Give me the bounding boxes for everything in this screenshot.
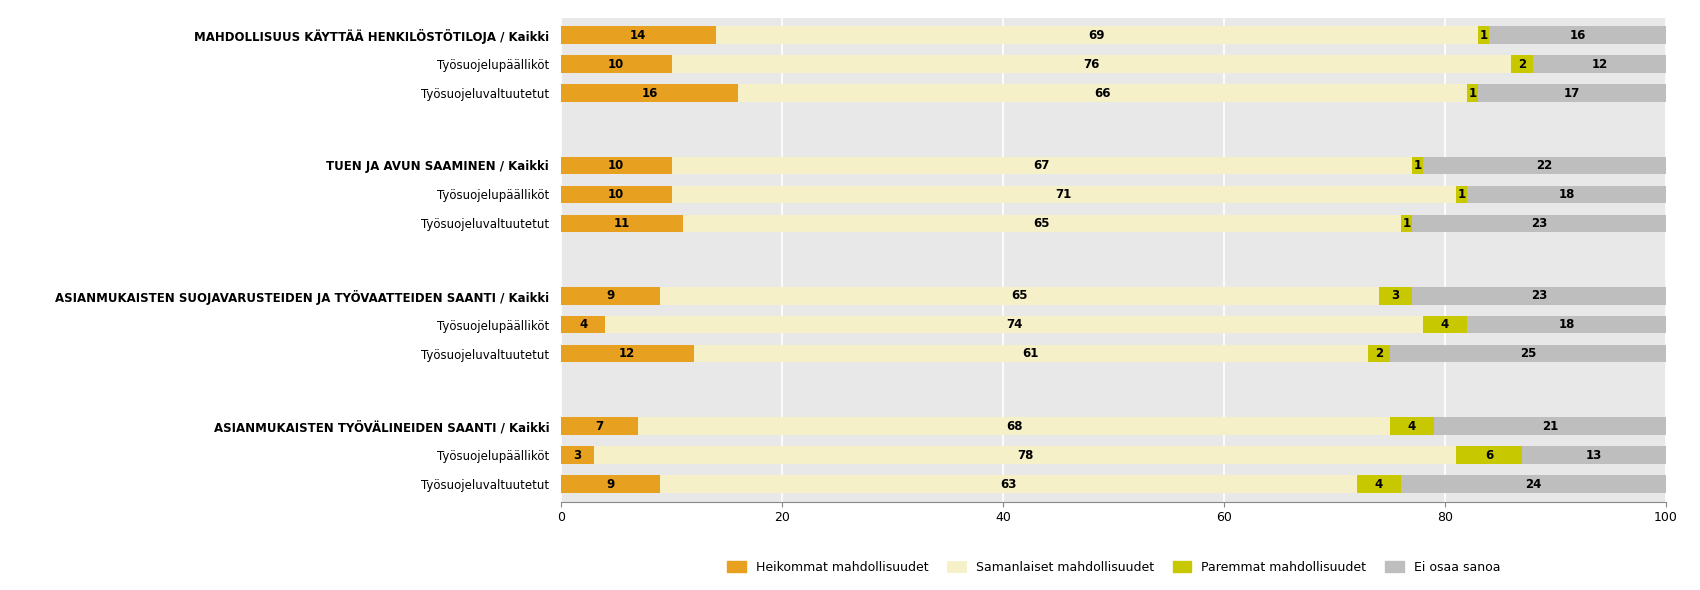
Text: 3: 3 [573,448,581,461]
Bar [660,287,1379,304]
Bar [1423,316,1467,333]
Bar [595,447,1455,464]
Bar [716,27,1477,44]
Legend: Heikommat mahdollisuudet, Samanlaiset mahdollisuudet, Paremmat mahdollisuudet, E: Heikommat mahdollisuudet, Samanlaiset ma… [722,556,1504,579]
Bar [1411,215,1666,232]
Text: 12: 12 [619,348,636,360]
Text: 65: 65 [1034,217,1051,230]
Bar [1467,186,1666,203]
Text: 23: 23 [1530,289,1547,302]
Text: 6: 6 [1486,448,1493,461]
Text: 9: 9 [607,478,615,491]
Bar [561,215,682,232]
Text: 10: 10 [609,188,624,201]
Bar [660,476,1357,493]
Text: 11: 11 [614,217,631,230]
Bar [672,186,1455,203]
Bar [561,157,672,174]
Bar [1389,418,1433,435]
Text: 10: 10 [609,58,624,71]
Text: 74: 74 [1006,318,1022,331]
Bar [1455,186,1467,203]
Text: 1: 1 [1469,87,1477,100]
Bar [561,447,595,464]
Bar [1467,316,1666,333]
Bar [561,418,639,435]
Bar [1357,476,1401,493]
Text: 65: 65 [1012,289,1028,302]
Text: 4: 4 [1408,419,1416,432]
Text: 18: 18 [1559,318,1574,331]
Text: 69: 69 [1088,28,1105,41]
Text: 21: 21 [1542,419,1559,432]
Bar [1367,345,1389,362]
Text: 2: 2 [1518,58,1527,71]
Text: 78: 78 [1017,448,1034,461]
Bar [1455,447,1523,464]
Text: 61: 61 [1022,348,1039,360]
Bar [1522,447,1666,464]
Bar [694,345,1367,362]
Bar [1511,55,1533,73]
Bar [561,27,716,44]
Bar [561,345,694,362]
Text: 71: 71 [1056,188,1073,201]
Text: 63: 63 [1000,478,1017,491]
Text: 76: 76 [1083,58,1100,71]
Text: 4: 4 [1375,478,1382,491]
Text: 4: 4 [1442,318,1448,331]
Text: 67: 67 [1034,159,1051,172]
Bar [1489,27,1666,44]
Bar [1411,157,1423,174]
Text: 1: 1 [1413,159,1421,172]
Bar [561,84,738,101]
Text: 17: 17 [1564,87,1581,100]
Text: 1: 1 [1402,217,1411,230]
Text: 4: 4 [580,318,586,331]
Text: 25: 25 [1520,348,1537,360]
Bar [1401,476,1666,493]
Bar [561,476,660,493]
Text: 1: 1 [1479,28,1488,41]
Bar [738,84,1467,101]
Text: 68: 68 [1006,419,1022,432]
Bar [1423,157,1666,174]
Bar [1533,55,1666,73]
Text: 7: 7 [595,419,604,432]
Bar [672,157,1411,174]
Text: 1: 1 [1457,188,1465,201]
Text: 3: 3 [1391,289,1399,302]
Bar [672,55,1511,73]
Text: 18: 18 [1559,188,1574,201]
Bar [561,55,672,73]
Text: 16: 16 [641,87,658,100]
Bar [1411,287,1666,304]
Text: 12: 12 [1591,58,1608,71]
Text: 9: 9 [607,289,615,302]
Bar [1477,27,1489,44]
Text: 13: 13 [1586,448,1603,461]
Bar [561,186,672,203]
Bar [1477,84,1666,101]
Bar [561,287,660,304]
Bar [1379,287,1411,304]
Text: 23: 23 [1530,217,1547,230]
Bar [1401,215,1411,232]
Bar [1467,84,1477,101]
Bar [1433,418,1666,435]
Bar [561,316,605,333]
Text: 24: 24 [1525,478,1542,491]
Bar [639,418,1389,435]
Text: 2: 2 [1375,348,1382,360]
Bar [605,316,1423,333]
Bar [1389,345,1666,362]
Text: 10: 10 [609,159,624,172]
Bar [682,215,1401,232]
Text: 22: 22 [1537,159,1552,172]
Text: 14: 14 [631,28,646,41]
Text: 16: 16 [1569,28,1586,41]
Text: 66: 66 [1095,87,1110,100]
